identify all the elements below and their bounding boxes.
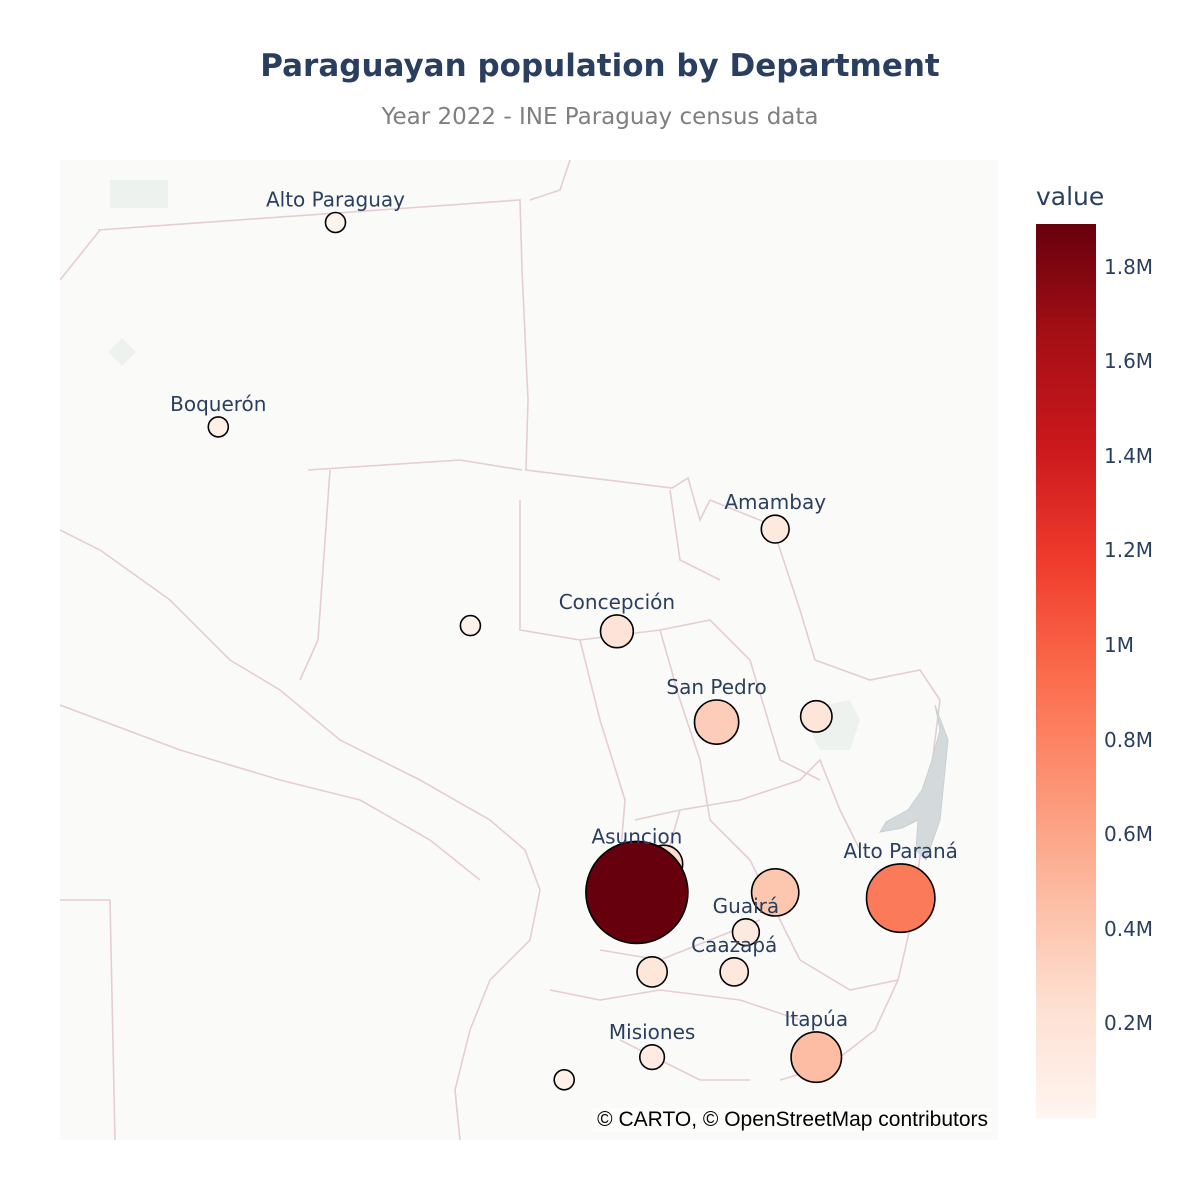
country-border-north [97,199,941,1081]
colorbar-tick-label: 0.2M [1104,1011,1154,1036]
colorbar-tick-label: 1.6M [1104,349,1154,374]
dept-line-4 [519,500,821,781]
marker-san-pedro[interactable] [693,699,740,746]
dept-line-6 [659,629,751,861]
dept-line-7 [669,489,721,581]
map-plot-area[interactable]: Alto Paraguay Boquerón Concepción Amambay Sa… [60,160,998,1140]
dept-line-2 [307,459,523,471]
marker-itap-a[interactable] [790,1031,843,1084]
dept-line-14 [60,899,116,1140]
marker-point-17[interactable] [585,840,689,945]
marker-alto-paran-[interactable] [865,863,936,934]
colorbar-tick-label: 1.2M [1104,538,1154,563]
dept-line-1 [60,229,101,281]
population-markers [207,211,936,1091]
label-misiones: Misiones [609,1020,695,1044]
colorbar-tick-label: 1.8M [1104,254,1154,279]
country-border-west [60,529,541,1140]
colorbar-tick-label: 0.8M [1104,727,1154,752]
marker-alto-paraguay[interactable] [324,211,347,234]
map-attribution[interactable]: © CARTO, © OpenStreetMap contributors [593,1108,992,1132]
label-concepci-n: Concepción [559,590,675,614]
label-guair-: Guairá [713,894,779,918]
dept-line-13 [799,959,899,991]
marker-point-2[interactable] [553,1068,576,1091]
label-boquer-n: Boquerón [170,392,266,416]
river-paraguay [529,160,571,201]
chart-title: Paraguayan population by Department [260,48,940,84]
dept-line-12 [549,989,801,1021]
colorbar-tick-label: 0.6M [1104,822,1154,847]
label-amambay: Amambay [724,490,826,514]
chart-subtitle: Year 2022 - INE Paraguay census data [381,104,819,130]
marker-point-8[interactable] [636,956,669,988]
marker-boquer-n[interactable] [207,416,230,438]
colorbar-tick-label: 1.4M [1104,443,1154,468]
marker-point-13[interactable] [750,868,800,917]
marker-point-1[interactable] [459,614,482,637]
country-border-wedge [60,704,481,881]
dept-line-15 [619,1039,750,1081]
label-caazap-: Caazapá [691,933,777,957]
colorbar-tick-label: 0.4M [1104,916,1154,941]
marker-misiones[interactable] [638,1043,666,1071]
marker-concepci-n[interactable] [599,614,635,649]
itaipu-reservoir [879,704,949,861]
marker-amambay[interactable] [760,514,790,544]
colorbar-gradient [1036,224,1096,1118]
label-alto-paran-: Alto Paraná [843,839,958,863]
marker-guair-[interactable] [731,917,761,947]
map-background [60,160,998,1140]
department-labels: Alto Paraguay Boquerón Concepción Amambay Sa… [170,188,958,1044]
marker-caazap-[interactable] [719,957,750,987]
label-alto-paraguay: Alto Paraguay [266,188,405,212]
colorbar-title: value [1036,182,1105,211]
colorbar-tick-label: 1M [1104,633,1134,657]
marker-point-9[interactable] [799,699,833,733]
label-san-pedro: San Pedro [666,675,766,699]
dept-line-3 [299,469,331,681]
label-asuncion: Asuncion [591,825,682,849]
label-itap-a: Itapúa [784,1007,848,1031]
